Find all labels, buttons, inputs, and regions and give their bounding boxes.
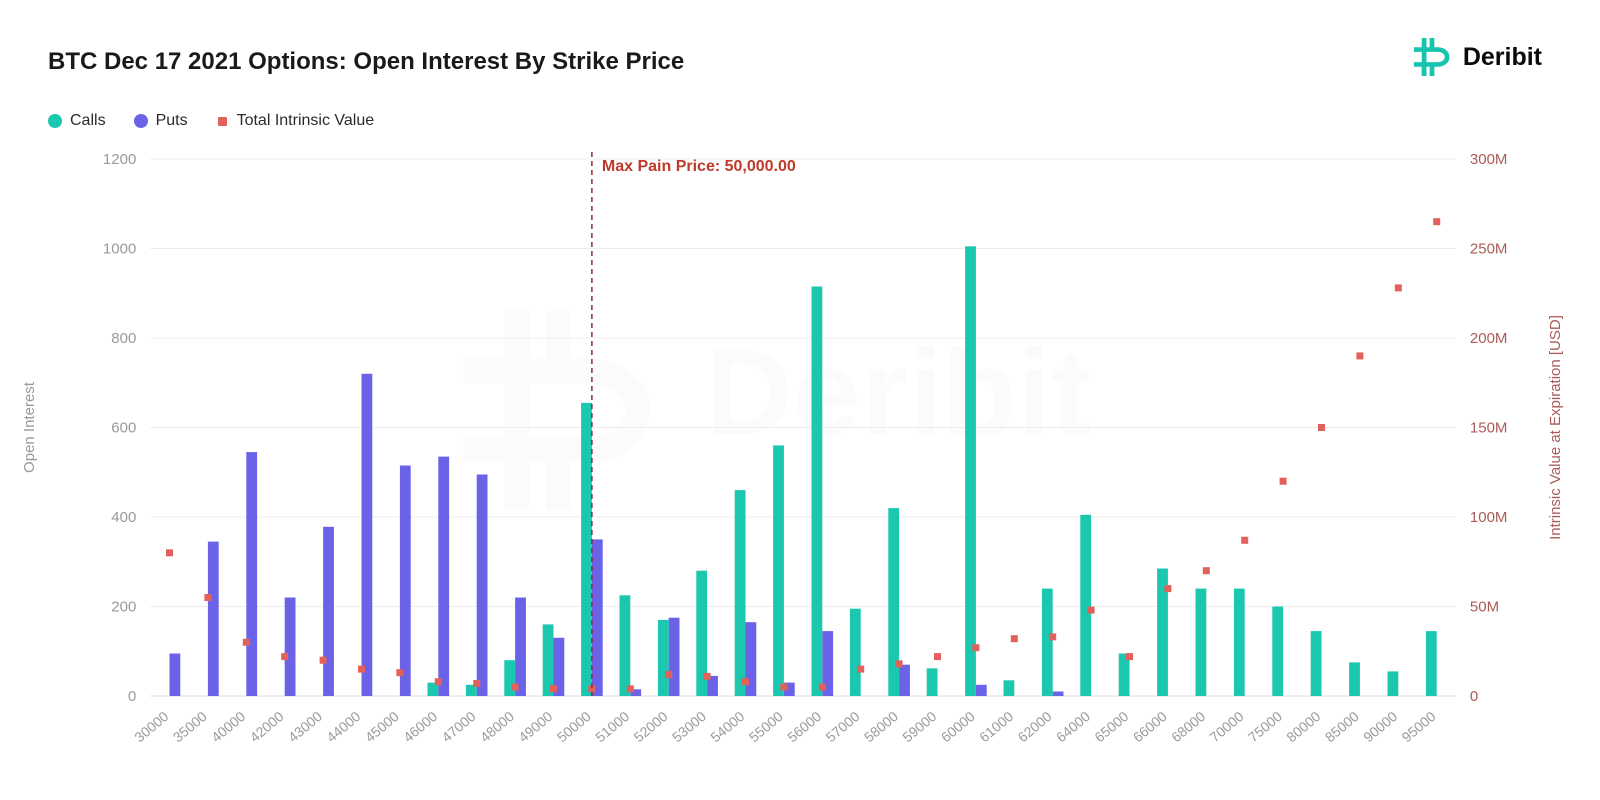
svg-text:44000: 44000 <box>323 708 363 745</box>
svg-text:48000: 48000 <box>477 708 517 745</box>
svg-text:42000: 42000 <box>247 708 287 745</box>
svg-text:70000: 70000 <box>1207 708 1247 745</box>
svg-text:52000: 52000 <box>631 708 671 745</box>
svg-text:Intrinsic Value at Expiration: Intrinsic Value at Expiration [USD] <box>1547 315 1564 540</box>
svg-text:65000: 65000 <box>1091 708 1131 745</box>
svg-text:600: 600 <box>111 420 136 437</box>
svg-text:45000: 45000 <box>362 708 402 745</box>
svg-text:61000: 61000 <box>976 708 1016 745</box>
svg-text:400: 400 <box>111 509 136 526</box>
svg-text:47000: 47000 <box>439 708 479 745</box>
svg-text:300M: 300M <box>1470 151 1508 168</box>
svg-text:85000: 85000 <box>1322 708 1362 745</box>
svg-text:1000: 1000 <box>103 241 136 258</box>
svg-text:200M: 200M <box>1470 330 1508 347</box>
svg-text:Open Interest: Open Interest <box>21 381 38 473</box>
svg-text:30000: 30000 <box>131 708 171 745</box>
svg-text:800: 800 <box>111 330 136 347</box>
svg-text:59000: 59000 <box>899 708 939 745</box>
svg-text:35000: 35000 <box>170 708 210 745</box>
svg-text:0: 0 <box>128 688 136 705</box>
svg-text:95000: 95000 <box>1399 708 1439 745</box>
svg-text:100M: 100M <box>1470 509 1508 526</box>
svg-text:150M: 150M <box>1470 420 1508 437</box>
svg-text:64000: 64000 <box>1053 708 1093 745</box>
svg-text:58000: 58000 <box>861 708 901 745</box>
svg-text:62000: 62000 <box>1015 708 1055 745</box>
svg-text:46000: 46000 <box>400 708 440 745</box>
svg-text:53000: 53000 <box>669 708 709 745</box>
svg-text:Deribit: Deribit <box>705 324 1091 460</box>
svg-text:51000: 51000 <box>592 708 632 745</box>
svg-text:80000: 80000 <box>1283 708 1323 745</box>
svg-text:68000: 68000 <box>1168 708 1208 745</box>
svg-text:40000: 40000 <box>208 708 248 745</box>
svg-text:0: 0 <box>1470 688 1478 705</box>
svg-text:1200: 1200 <box>103 151 136 168</box>
svg-text:49000: 49000 <box>515 708 555 745</box>
svg-text:200: 200 <box>111 599 136 616</box>
svg-text:54000: 54000 <box>707 708 747 745</box>
svg-text:50000: 50000 <box>554 708 594 745</box>
svg-text:55000: 55000 <box>746 708 786 745</box>
svg-text:Max Pain Price: 50,000.00: Max Pain Price: 50,000.00 <box>602 158 796 175</box>
svg-text:50M: 50M <box>1470 599 1499 616</box>
svg-text:56000: 56000 <box>784 708 824 745</box>
svg-text:75000: 75000 <box>1245 708 1285 745</box>
svg-text:250M: 250M <box>1470 241 1508 258</box>
svg-text:90000: 90000 <box>1360 708 1400 745</box>
svg-text:43000: 43000 <box>285 708 325 745</box>
svg-text:66000: 66000 <box>1130 708 1170 745</box>
svg-text:57000: 57000 <box>823 708 863 745</box>
svg-text:60000: 60000 <box>938 708 978 745</box>
